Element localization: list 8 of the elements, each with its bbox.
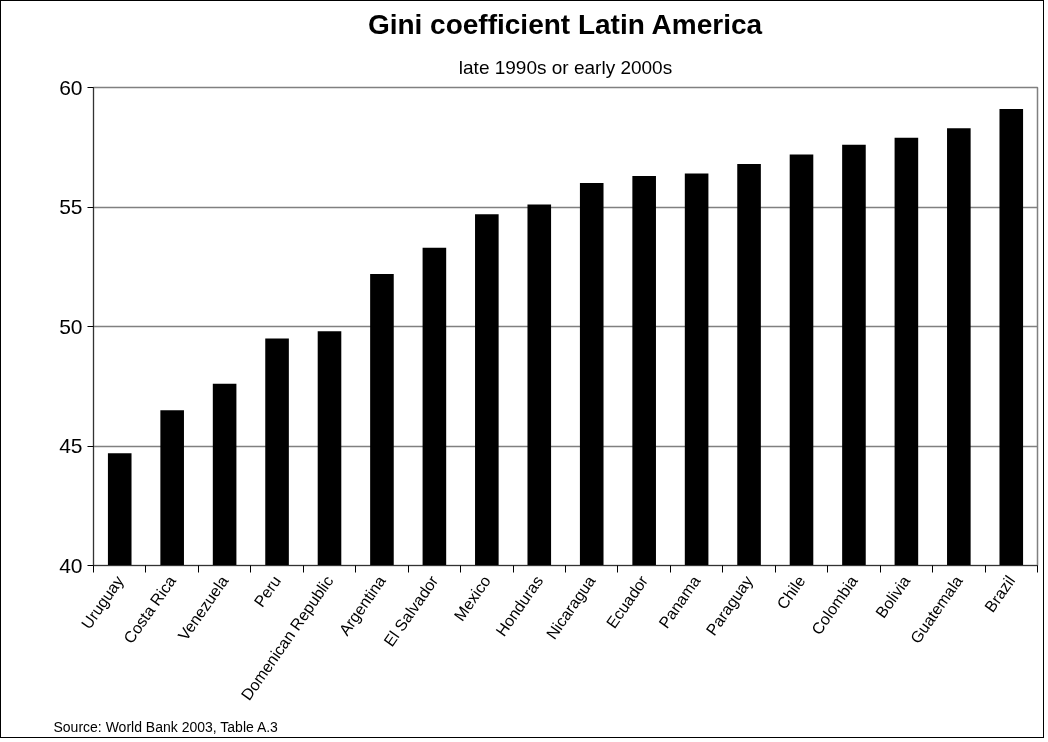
y-tick-label: 45 — [59, 434, 83, 457]
source-note: Source: World Bank 2003, Table A.3 — [53, 718, 279, 735]
y-tick-label: 55 — [59, 195, 83, 218]
y-tick-label: 60 — [59, 75, 83, 99]
y-tick-label: 40 — [59, 553, 83, 577]
chart-title: Gini coefficient Latin America — [367, 8, 763, 40]
chart-subtitle: late 1990s or early 2000s — [458, 56, 673, 78]
y-tick-label: 50 — [59, 314, 83, 338]
